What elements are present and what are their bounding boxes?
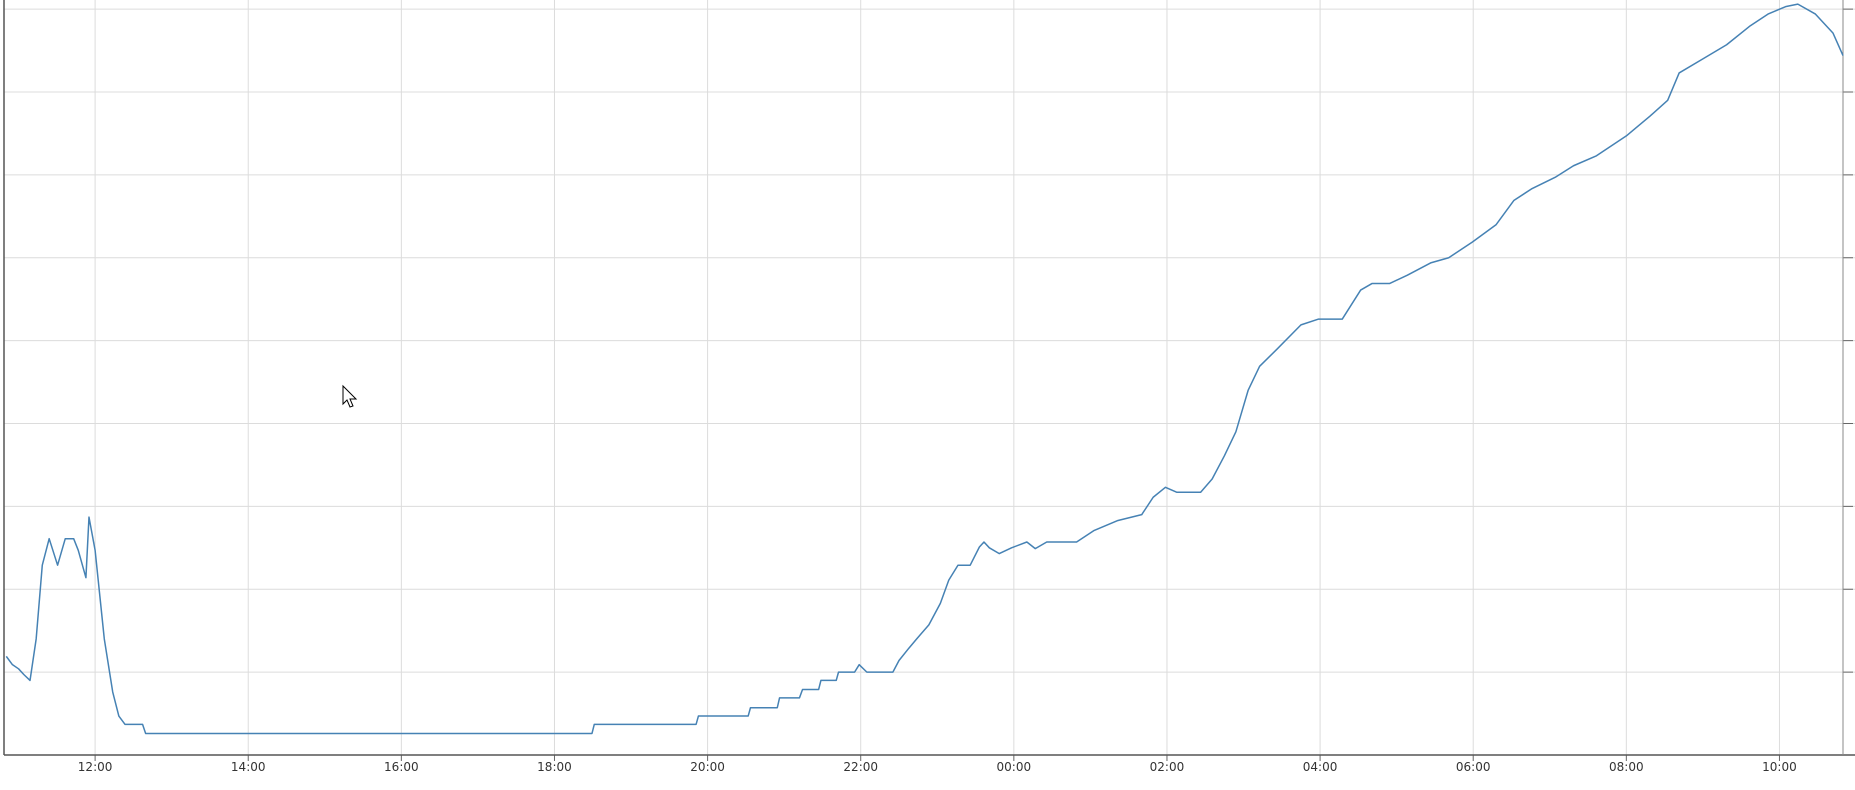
x-tick-label: 18:00	[537, 760, 572, 774]
x-tick-label: 08:00	[1609, 760, 1644, 774]
x-tick-label: 12:00	[78, 760, 113, 774]
x-tick-label: 02:00	[1150, 760, 1185, 774]
x-tick-label: 10:00	[1762, 760, 1797, 774]
x-tick-label: 16:00	[384, 760, 419, 774]
x-tick-label: 04:00	[1303, 760, 1338, 774]
x-tick-label: 06:00	[1456, 760, 1491, 774]
x-tick-label: 22:00	[843, 760, 878, 774]
x-tick-label: 20:00	[690, 760, 725, 774]
mouse-cursor	[342, 384, 358, 408]
data-line	[5, 3, 1844, 735]
x-tick-label: 14:00	[231, 760, 266, 774]
x-tick-label: 00:00	[997, 760, 1032, 774]
